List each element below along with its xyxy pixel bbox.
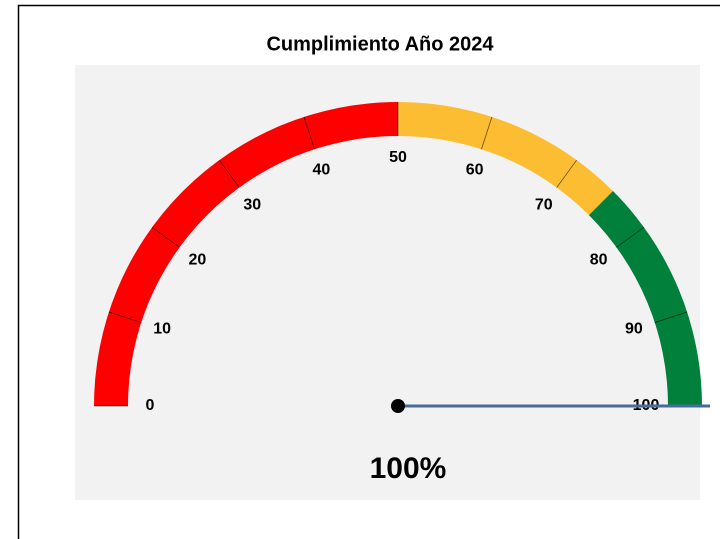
tick-label: 10 [153, 321, 171, 338]
gauge-band [588, 191, 702, 406]
tick-mark [218, 159, 240, 188]
tick-mark [151, 226, 180, 248]
tick-label: 50 [389, 149, 407, 166]
value-label: 100% [370, 452, 447, 485]
tick-label: 30 [243, 197, 261, 214]
tick-label: 80 [590, 251, 608, 268]
tick-mark [303, 116, 315, 150]
tick-mark [556, 159, 578, 188]
chart-title: Cumplimiento Año 2024 [266, 33, 494, 55]
tick-mark [481, 116, 493, 150]
needle-hub [391, 399, 405, 413]
tick-label: 20 [188, 251, 206, 268]
tick-mark [108, 311, 142, 323]
tick-label: 90 [625, 321, 643, 338]
tick-label: 0 [146, 397, 155, 414]
gauge-band [94, 102, 398, 406]
plot-area [75, 65, 700, 500]
gauge-band [398, 102, 613, 216]
tick-label: 70 [535, 197, 553, 214]
tick-label: 40 [312, 161, 330, 178]
tick-mark [654, 311, 688, 323]
tick-label: 60 [466, 161, 484, 178]
tick-mark [616, 226, 645, 248]
